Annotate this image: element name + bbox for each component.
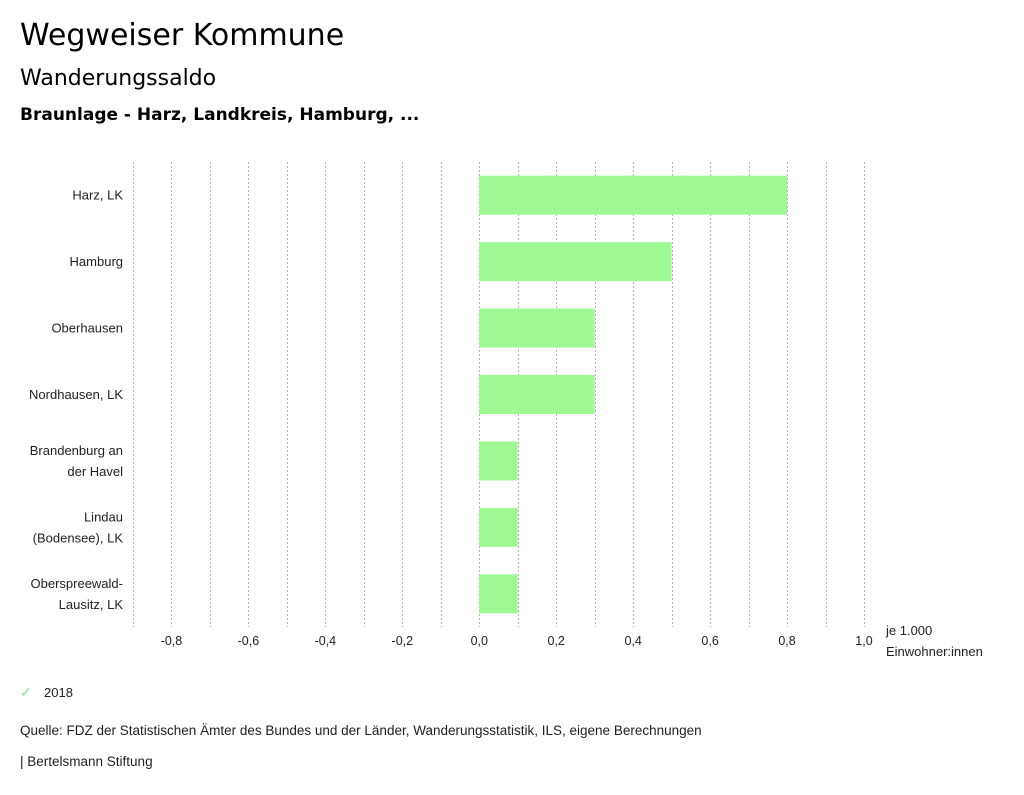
gridlines — [133, 162, 865, 627]
x-tick-label: -0,8 — [161, 634, 183, 648]
x-tick-label: 0,6 — [701, 634, 718, 648]
bar-chart: Harz, LK Hamburg Oberhausen Nordhausen, LK B… — [29, 162, 983, 659]
category-label: Lindau — [84, 509, 123, 524]
category-label: Nordhausen, LK — [29, 387, 123, 402]
category-label: Brandenburg an — [30, 443, 123, 458]
bar[interactable] — [479, 441, 518, 481]
category-labels: Harz, LK Hamburg Oberhausen Nordhausen, LK B… — [29, 188, 123, 612]
legend-label: 2018 — [44, 685, 73, 700]
x-tick-label: 0,8 — [778, 634, 795, 648]
bars — [479, 175, 788, 614]
x-tick-label: -0,2 — [392, 634, 414, 648]
bar[interactable] — [479, 242, 672, 282]
x-axis-unit-line2: Einwohner:innen — [886, 644, 983, 659]
x-tick-label: 0,0 — [471, 634, 488, 648]
bar[interactable] — [479, 308, 595, 348]
x-tick-label: -0,4 — [315, 634, 337, 648]
x-tick-label: 0,2 — [548, 634, 565, 648]
bar[interactable] — [479, 574, 518, 614]
category-label: Harz, LK — [72, 188, 123, 203]
publisher-note: | Bertelsmann Stiftung — [20, 754, 153, 769]
region-selection: Braunlage - Harz, Landkreis, Hamburg, ..… — [20, 105, 420, 125]
x-axis-ticks: -0,8 -0,6 -0,4 -0,2 0,0 0,2 0,4 0,6 0,8 1,0 — [161, 634, 873, 648]
x-axis-unit-line1: je 1.000 — [885, 623, 932, 638]
bar[interactable] — [479, 175, 788, 215]
legend-item-2018[interactable]: ✓ 2018 — [20, 684, 73, 701]
x-tick-label: -0,6 — [238, 634, 260, 648]
x-tick-label: 1,0 — [855, 634, 872, 648]
category-label: Lausitz, LK — [59, 597, 124, 612]
source-note: Quelle: FDZ der Statistischen Ämter des … — [20, 723, 702, 738]
legend: ✓ 2018 — [20, 684, 73, 701]
category-label: Oberhausen — [51, 321, 123, 336]
bar[interactable] — [479, 375, 595, 414]
page-title: Wegweiser Kommune — [20, 18, 345, 53]
bar[interactable] — [479, 507, 518, 547]
category-label: der Havel — [67, 464, 123, 479]
x-tick-label: 0,4 — [624, 634, 641, 648]
chart-subtitle: Wanderungssaldo — [20, 66, 217, 91]
check-icon: ✓ — [20, 684, 32, 700]
category-label: Oberspreewald- — [31, 576, 124, 591]
category-label: Hamburg — [70, 254, 123, 269]
category-label: (Bodensee), LK — [33, 530, 124, 545]
